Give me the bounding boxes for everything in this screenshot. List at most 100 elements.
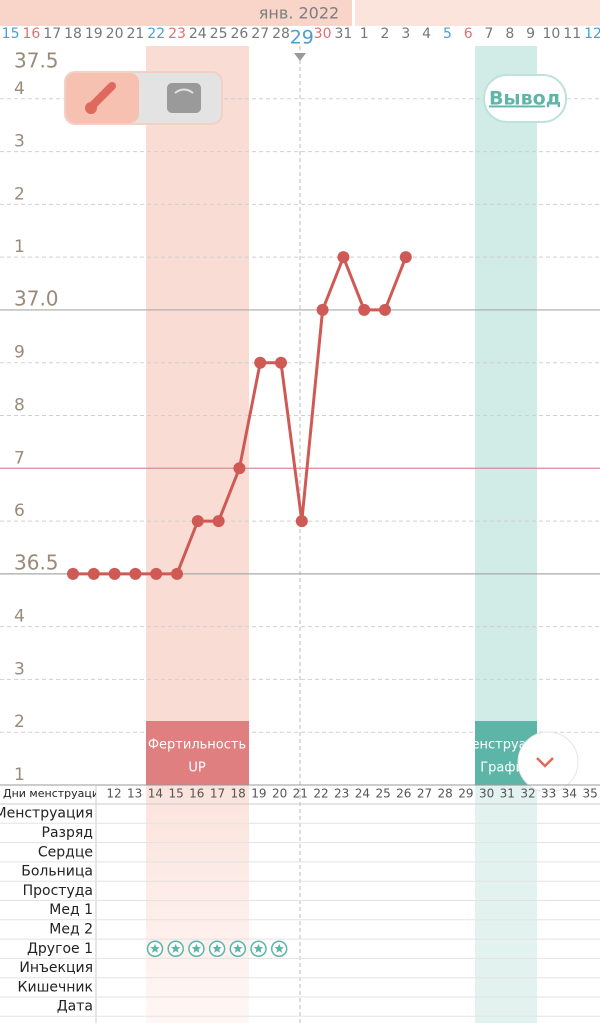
table: 12 13 14 15 16 17 18 19 20 21 22 23 24 25 26 27 28 29 30 31… <box>0 787 600 1017</box>
cycle-day: 31 <box>500 787 515 801</box>
y-tick-label: 6 <box>14 501 25 521</box>
star-shape <box>170 943 181 953</box>
grid: 37.5 4 3 2 1 37.0 9 8 7 6 36.5 4 3 2 1 <box>0 49 600 786</box>
temperature-point <box>233 462 246 475</box>
fertility-band-table <box>146 786 249 1023</box>
date-label: 29 <box>290 27 314 49</box>
date-label: 22 <box>147 26 165 42</box>
fertility-label-box <box>146 721 249 785</box>
date-label: 10 <box>542 26 560 42</box>
y-tick-label: 1 <box>14 765 25 785</box>
date-label: 21 <box>126 26 144 42</box>
cycle-day: 34 <box>562 787 577 801</box>
cycle-day: 15 <box>168 787 183 801</box>
cycle-day: 32 <box>520 787 535 801</box>
thermometer-bulb <box>85 102 97 114</box>
today-marker <box>294 53 306 61</box>
scale-dial <box>174 88 194 94</box>
date-label: 5 <box>443 26 452 42</box>
output-label[interactable]: Вывод <box>489 88 561 110</box>
mode-toggle[interactable] <box>64 71 223 125</box>
thermometer-icon <box>88 82 116 110</box>
date-label: 31 <box>334 26 352 42</box>
cycle-day: 29 <box>458 787 473 801</box>
date-label: 25 <box>210 26 228 42</box>
row-label: Кишечник <box>18 979 93 995</box>
cycle-day: 27 <box>417 787 432 801</box>
row-label: Простуда <box>23 883 93 899</box>
cycle-day: 33 <box>541 787 556 801</box>
temperature-point <box>316 303 329 316</box>
y-tick-label: 36.5 <box>14 550 59 574</box>
date-label: 16 <box>22 26 40 42</box>
star-shape <box>253 943 264 953</box>
cycle-day: 26 <box>396 787 411 801</box>
output-frame[interactable] <box>483 74 567 123</box>
y-tick-label: 2 <box>14 184 25 204</box>
temperature-point <box>379 303 391 316</box>
cycle-day: 12 <box>106 787 121 801</box>
month-bar-next <box>355 0 600 26</box>
date-label: 30 <box>314 26 332 42</box>
cycle-day: 17 <box>210 787 225 801</box>
star-shape <box>274 943 284 953</box>
temperature-point <box>150 567 163 580</box>
date-label: 28 <box>272 26 290 42</box>
date-label: 20 <box>106 26 124 42</box>
temperature-point <box>275 356 287 369</box>
star-shape <box>150 943 160 953</box>
y-tick-label: 2 <box>14 712 25 732</box>
temperature-point <box>358 303 371 316</box>
date-label: 3 <box>401 26 410 42</box>
month-bar <box>0 0 352 26</box>
cycle-day: 24 <box>355 787 370 801</box>
date-label: 17 <box>43 26 61 42</box>
y-tick-label: 37.5 <box>14 49 59 73</box>
date-label: 7 <box>485 26 494 42</box>
date-label: 2 <box>381 26 390 42</box>
y-tick-label: 9 <box>14 343 25 363</box>
cycle-day: 20 <box>272 787 287 801</box>
cycle-day: 14 <box>148 787 163 801</box>
temperature-point <box>171 567 183 580</box>
cycle-day: 19 <box>251 787 266 801</box>
row-label: Мед 2 <box>49 921 93 937</box>
date-label: 27 <box>251 26 269 42</box>
row-label: Менструация <box>0 806 93 822</box>
date-label: 6 <box>464 26 473 42</box>
cycle-day: 25 <box>375 787 390 801</box>
cycle-day: 22 <box>313 787 328 801</box>
row-label: Другое 1 <box>27 941 93 957</box>
cycle-day: 21 <box>293 787 308 801</box>
table-header: Дни менструаци <box>3 787 99 800</box>
date-label: 26 <box>230 26 248 42</box>
date-label: 15 <box>2 26 20 42</box>
date-label: 8 <box>505 26 514 42</box>
temperature-point <box>129 567 142 580</box>
scale-icon[interactable] <box>167 83 201 113</box>
cycle-day: 35 <box>582 787 597 801</box>
collapse-button[interactable] <box>517 731 579 793</box>
cycle-day: 13 <box>127 787 142 801</box>
date-label: 11 <box>563 26 581 42</box>
cycle-day: 30 <box>479 787 494 801</box>
date-label: 9 <box>526 26 535 42</box>
temperature-point <box>108 567 121 580</box>
cycle-day: 23 <box>334 787 349 801</box>
date-label: 19 <box>85 26 103 42</box>
temperature-point <box>212 515 225 528</box>
temperature-point <box>295 515 308 528</box>
y-tick-label: 3 <box>14 132 25 152</box>
cycle-day: 16 <box>189 787 204 801</box>
date-label: 4 <box>422 26 431 42</box>
menstruation-band-table <box>475 786 537 1023</box>
output-button[interactable]: Вывод <box>483 74 567 123</box>
row-label: Дата <box>57 999 93 1015</box>
cycle-day: 28 <box>438 787 453 801</box>
temperature-point <box>399 251 412 264</box>
date-label: 23 <box>168 26 186 42</box>
row-label: Инъекция <box>19 960 93 976</box>
y-tick-label: 7 <box>14 448 25 468</box>
